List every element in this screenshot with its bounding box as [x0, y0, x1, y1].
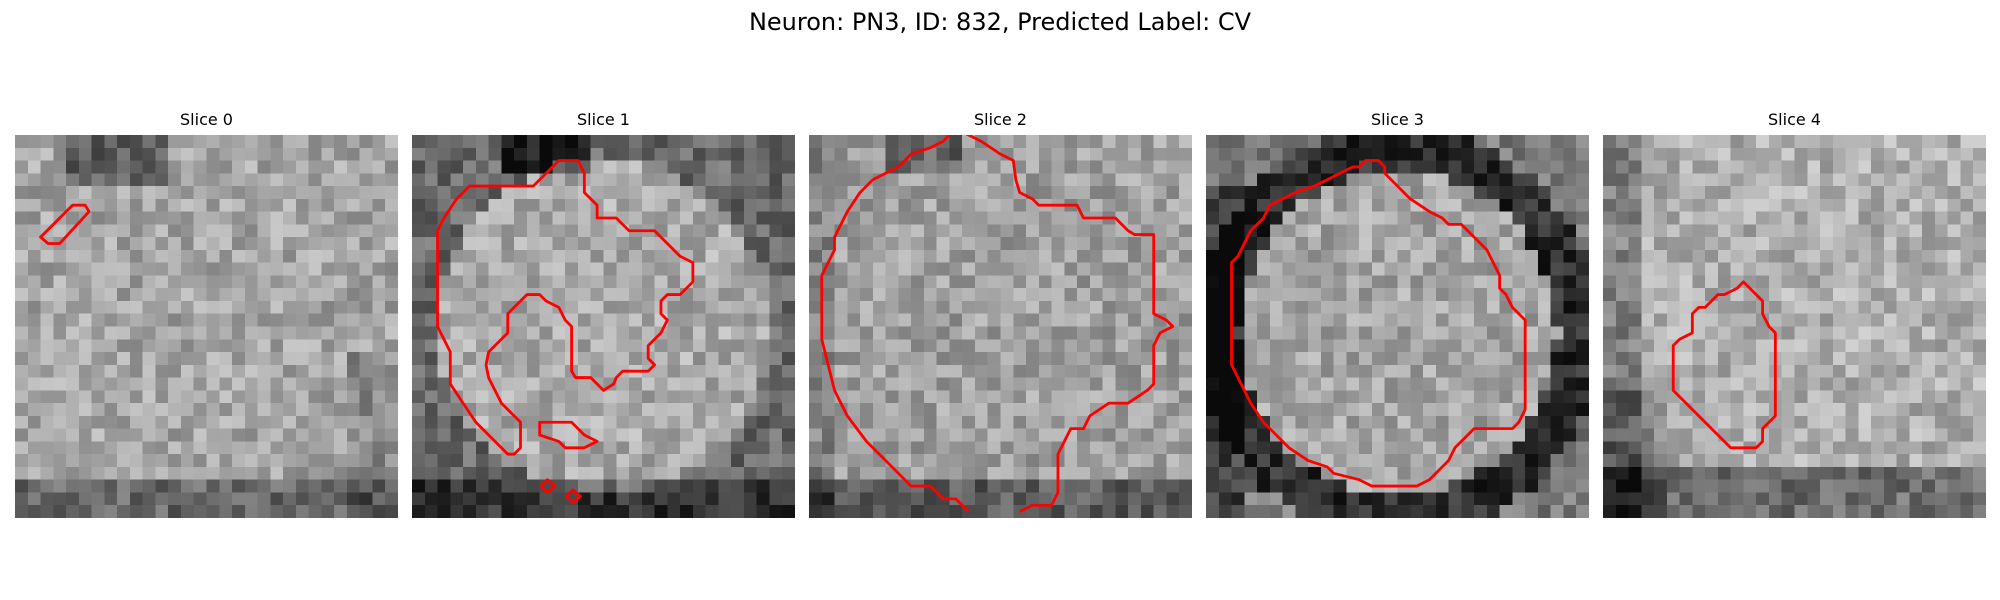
- segmentation-contour: [39, 203, 91, 245]
- segmentation-contour: [820, 135, 1175, 513]
- slice-title-3: Slice 3: [1371, 110, 1424, 129]
- grayscale-pixels: [15, 135, 398, 518]
- slice-title-4: Slice 4: [1768, 110, 1821, 129]
- slice-image-3: [1206, 135, 1589, 518]
- slice-image-4: [1603, 135, 1986, 518]
- slice-title-0: Slice 0: [180, 110, 233, 129]
- grayscale-pixels: [1603, 135, 1986, 518]
- slice-image-1: [412, 135, 795, 518]
- slice-image-0: [15, 135, 398, 518]
- segmentation-contour: [436, 159, 695, 456]
- slice-image-2: [809, 135, 1192, 518]
- slice-title-2: Slice 2: [974, 110, 1027, 129]
- slice-title-1: Slice 1: [577, 110, 630, 129]
- segmentation-contour: [1671, 280, 1777, 450]
- grayscale-pixels: [412, 135, 795, 518]
- segmentation-contour: [1230, 159, 1527, 488]
- grayscale-pixels: [1206, 135, 1589, 518]
- grayscale-pixels: [809, 135, 1192, 518]
- figure-title: Neuron: PN3, ID: 832, Predicted Label: C…: [748, 8, 1252, 36]
